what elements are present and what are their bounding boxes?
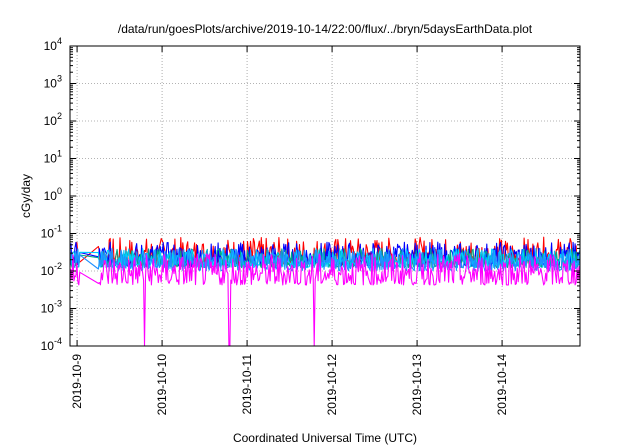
x-tick-label: 2019-10-9 [70, 354, 84, 409]
y-tick-label: 101 [44, 149, 62, 166]
y-tick-label: 102 [44, 111, 62, 128]
series-line [69, 252, 581, 347]
series-group [69, 236, 581, 347]
x-tick-label: 2019-10-14 [495, 354, 509, 416]
y-tick-label: 10-3 [41, 299, 62, 316]
x-tick-label: 2019-10-10 [155, 354, 169, 416]
x-axis: 2019-10-9 2019-10-10 2019-10-11 2019-10-12 2… [70, 46, 509, 415]
y-tick-label: 10-4 [41, 336, 62, 353]
series-line [69, 247, 581, 272]
y-tick-label: 100 [44, 186, 62, 203]
x-axis-label: Coordinated Universal Time (UTC) [233, 431, 417, 445]
x-tick-label: 2019-10-12 [325, 354, 339, 416]
y-tick-label: 10-1 [41, 224, 62, 241]
y-tick-label: 103 [44, 74, 62, 91]
y-tick-label: 10-2 [41, 261, 62, 278]
chart-title: /data/run/goesPlots/archive/2019-10-14/2… [118, 22, 533, 36]
grid [70, 46, 580, 346]
y-tick-label: 104 [44, 36, 62, 53]
y-axis-label: cGy/day [19, 174, 33, 218]
x-tick-label: 2019-10-11 [240, 354, 254, 415]
x-tick-label: 2019-10-13 [410, 354, 424, 416]
